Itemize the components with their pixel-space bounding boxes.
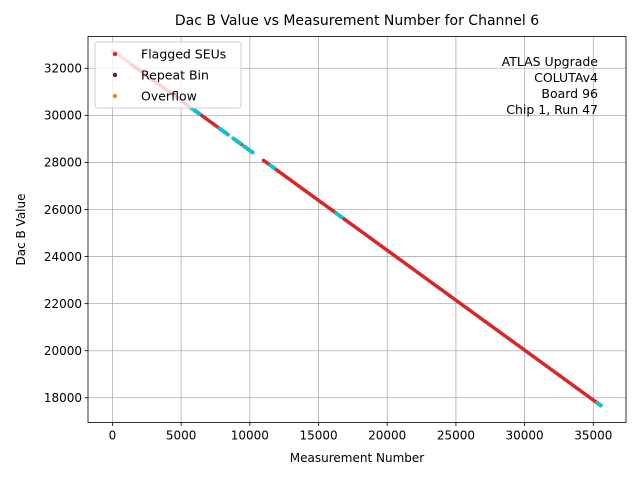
legend: Flagged SEUs Repeat Bin Overflow (94, 41, 242, 109)
annotation-line: Board 96 (541, 86, 598, 101)
data-point (237, 141, 243, 146)
annotation-line: Chip 1, Run 47 (506, 102, 598, 117)
y-tick-label: 18000 (44, 391, 82, 405)
x-tick-label: 5000 (166, 429, 197, 443)
tick-layer: 0 5000 10000 15000 20000 25000 30000 35000 18000… (44, 62, 613, 443)
x-tick-label: 30000 (506, 429, 544, 443)
y-tick-label: 28000 (44, 156, 82, 170)
x-tick-label: 25000 (437, 429, 475, 443)
legend-label: Flagged SEUs (141, 47, 226, 62)
x-tick-label: 20000 (368, 429, 406, 443)
data-point (250, 150, 255, 155)
legend-marker-flagged-seus (112, 51, 118, 57)
y-tick-label: 22000 (44, 297, 82, 311)
legend-box (94, 41, 242, 109)
chart-title: Dac B Value vs Measurement Number for Ch… (175, 13, 539, 29)
grid-layer (88, 36, 626, 423)
legend-label: Repeat Bin (141, 68, 209, 83)
x-tick-label: 10000 (231, 429, 269, 443)
annotation-line: ATLAS Upgrade (502, 54, 599, 69)
y-tick-label: 32000 (44, 62, 82, 76)
legend-label: Overflow (141, 89, 197, 104)
data-point (339, 214, 344, 220)
x-tick-label: 35000 (574, 429, 612, 443)
data-point (196, 111, 202, 116)
plot-frame (87, 36, 627, 423)
x-tick-label: 0 (109, 429, 117, 443)
y-tick-label: 20000 (44, 344, 82, 358)
x-tick-label: 15000 (299, 429, 337, 443)
legend-marker-repeat-bin (112, 72, 118, 78)
annotation-line: COLUTAv4 (534, 70, 598, 85)
y-tick-label: 24000 (44, 250, 82, 264)
y-tick-label: 26000 (44, 203, 82, 217)
legend-marker-overflow (112, 93, 118, 99)
y-tick-label: 30000 (44, 109, 82, 123)
data-point (225, 132, 230, 137)
chart-annotation: ATLAS Upgrade COLUTAv4 Board 96 Chip 1, … (502, 54, 599, 117)
data-point (598, 403, 603, 408)
x-axis-label: Measurement Number (290, 451, 424, 465)
data-point (271, 165, 276, 170)
y-axis-label: Dac B Value (14, 193, 28, 265)
